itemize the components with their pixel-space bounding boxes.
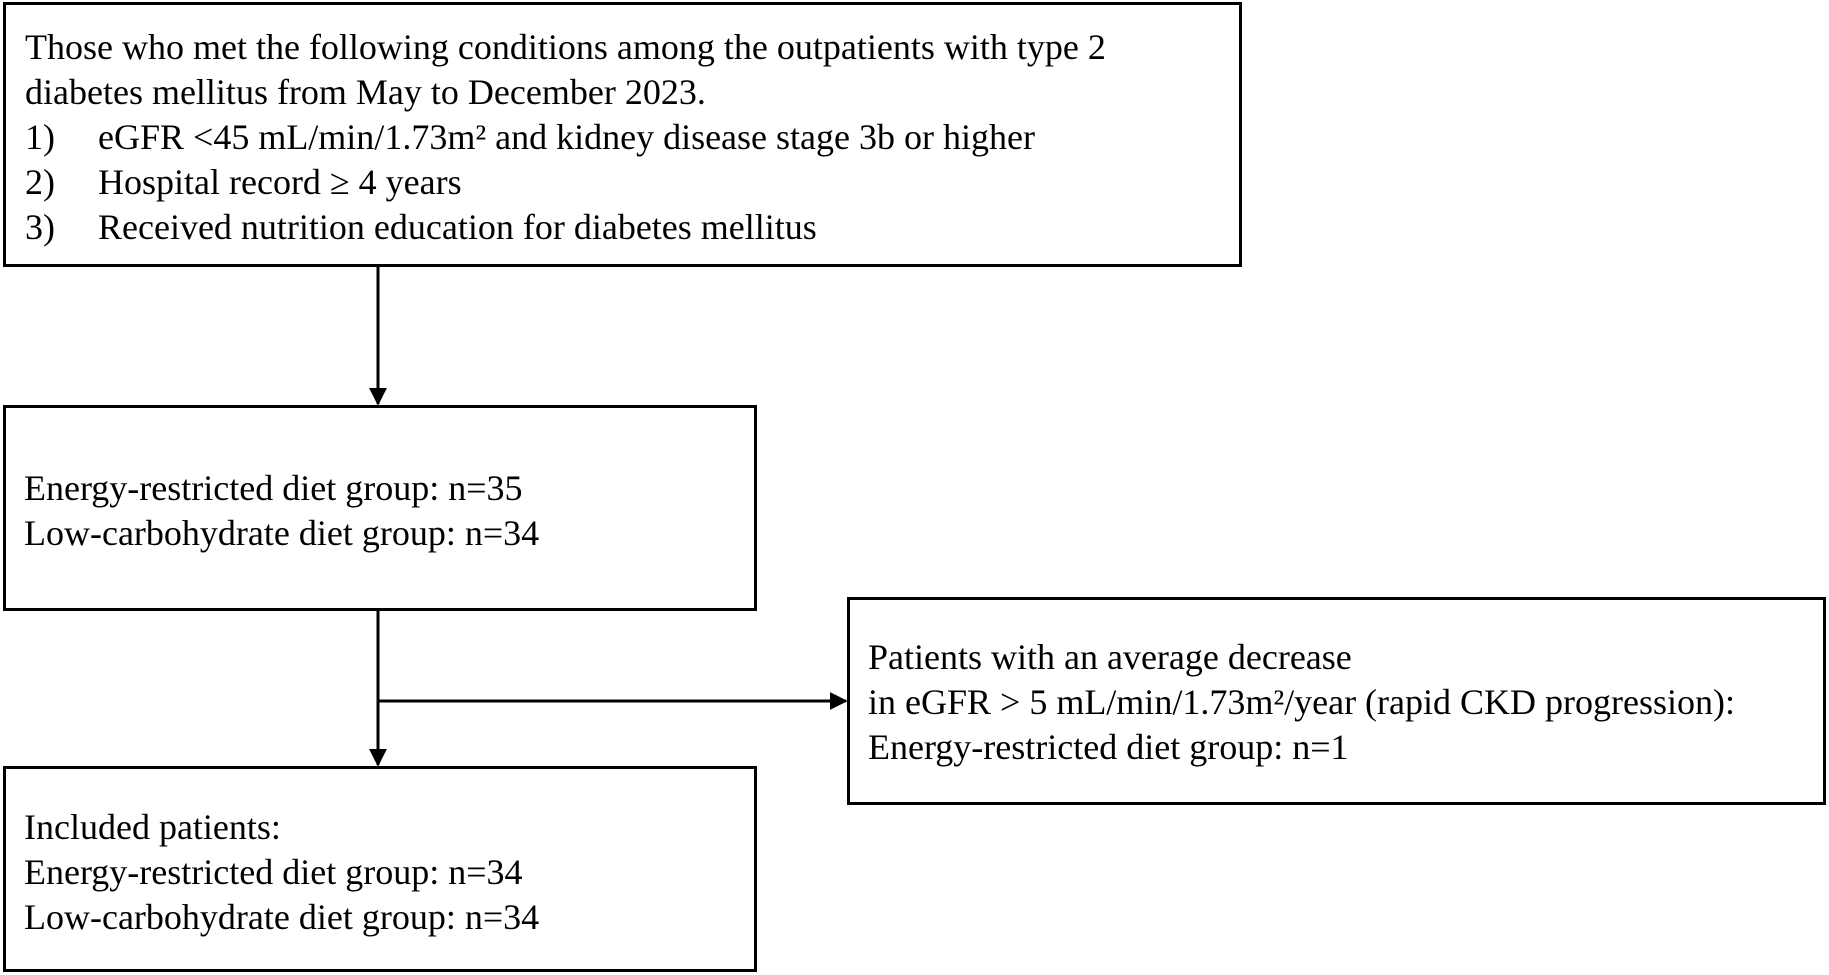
included-heading: Included patients: [24,807,281,847]
condition-number: 3) [25,207,55,247]
energy-restricted-group-count: Energy-restricted diet group: n=35 [24,468,523,508]
condition-text: Hospital record ≥ 4 years [98,162,462,202]
excluded-line-2: in eGFR > 5 mL/min/1.73m²/year (rapid CK… [868,682,1735,722]
diet-groups-box: Energy-restricted diet group: n=35 Low-c… [3,405,757,611]
eligibility-criteria-box: Those who met the following conditions a… [3,2,1242,267]
condition-text: eGFR <45 mL/min/1.73m² and kidney diseas… [98,117,1035,157]
condition-number: 1) [25,117,55,157]
condition-text: Received nutrition education for diabete… [98,207,817,247]
condition-item: 3) Received nutrition education for diab… [25,205,1239,250]
excluded-line-3: Energy-restricted diet group: n=1 [868,727,1349,767]
included-patients-box: Included patients: Energy-restricted die… [3,766,757,972]
excluded-patients-box: Patients with an average decrease in eGF… [847,597,1826,805]
condition-item: 1) eGFR <45 mL/min/1.73m² and kidney dis… [25,115,1239,160]
included-energy-restricted-count: Energy-restricted diet group: n=34 [24,852,523,892]
condition-number: 2) [25,162,55,202]
excluded-line-1: Patients with an average decrease [868,637,1352,677]
criteria-intro-line-2: diabetes mellitus from May to December 2… [25,72,706,112]
condition-item: 2) Hospital record ≥ 4 years [25,160,1239,205]
low-carbohydrate-group-count: Low-carbohydrate diet group: n=34 [24,513,540,553]
criteria-intro-line-1: Those who met the following conditions a… [25,27,1106,67]
included-low-carbohydrate-count: Low-carbohydrate diet group: n=34 [24,897,540,937]
